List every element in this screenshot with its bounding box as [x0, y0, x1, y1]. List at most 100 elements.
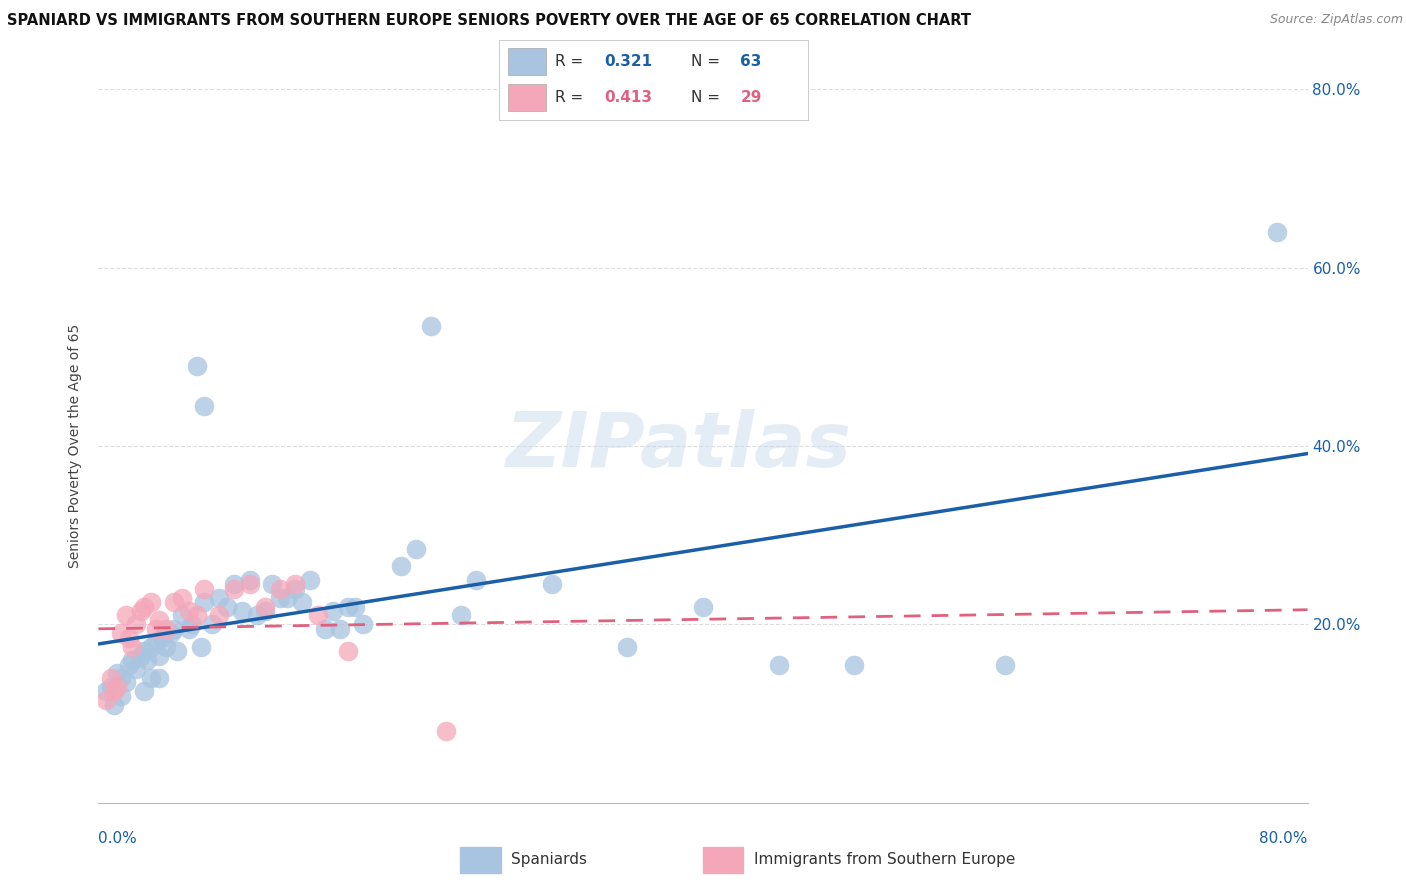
Point — [450, 608, 472, 623]
Point — [329, 622, 352, 636]
Point — [239, 573, 262, 587]
Point — [114, 608, 136, 623]
Point — [179, 604, 201, 618]
Point — [141, 640, 163, 654]
Point — [118, 631, 141, 645]
Point — [186, 608, 208, 623]
Point — [420, 318, 443, 333]
Point — [269, 591, 291, 605]
Point — [129, 604, 152, 618]
Point — [768, 657, 790, 672]
Point — [148, 613, 170, 627]
Point — [352, 617, 374, 632]
Point — [103, 698, 125, 712]
Point — [465, 573, 488, 587]
Bar — [703, 847, 744, 873]
Point — [224, 577, 246, 591]
Point — [193, 595, 215, 609]
Point — [141, 671, 163, 685]
Point — [179, 622, 201, 636]
Point — [284, 582, 307, 596]
Point — [253, 599, 276, 614]
Point — [299, 573, 322, 587]
Text: 29: 29 — [741, 90, 762, 105]
Text: SPANIARD VS IMMIGRANTS FROM SOUTHERN EUROPE SENIORS POVERTY OVER THE AGE OF 65 C: SPANIARD VS IMMIGRANTS FROM SOUTHERN EUR… — [7, 13, 972, 29]
Text: Source: ZipAtlas.com: Source: ZipAtlas.com — [1270, 13, 1403, 27]
Point — [110, 689, 132, 703]
Point — [132, 644, 155, 658]
Point — [208, 591, 231, 605]
Point — [193, 582, 215, 596]
Point — [291, 595, 314, 609]
Point — [181, 617, 204, 632]
Point — [148, 648, 170, 663]
Point — [224, 582, 246, 596]
Text: 80.0%: 80.0% — [1260, 831, 1308, 847]
Text: N =: N = — [690, 54, 724, 69]
Bar — [460, 847, 501, 873]
Point — [276, 591, 298, 605]
Point — [125, 617, 148, 632]
Text: Immigrants from Southern Europe: Immigrants from Southern Europe — [754, 853, 1015, 867]
Point — [616, 640, 638, 654]
Point — [155, 622, 177, 636]
Point — [145, 635, 167, 649]
Point — [389, 559, 412, 574]
Point — [844, 657, 866, 672]
Point — [100, 671, 122, 685]
Point — [692, 599, 714, 614]
Point — [231, 604, 253, 618]
Point — [114, 675, 136, 690]
Text: 0.413: 0.413 — [605, 90, 652, 105]
Text: 63: 63 — [741, 54, 762, 69]
Point — [163, 622, 186, 636]
Point — [344, 599, 367, 614]
Point — [322, 604, 344, 618]
Point — [148, 671, 170, 685]
Bar — [509, 85, 546, 111]
Point — [105, 680, 128, 694]
Text: N =: N = — [690, 90, 724, 105]
Point — [163, 595, 186, 609]
Point — [125, 662, 148, 676]
Point — [1267, 225, 1289, 239]
Point — [284, 577, 307, 591]
Point — [155, 640, 177, 654]
Point — [110, 671, 132, 685]
Point — [307, 608, 329, 623]
Point — [186, 359, 208, 373]
Point — [121, 653, 143, 667]
Point — [314, 622, 336, 636]
Point — [105, 666, 128, 681]
Text: 0.321: 0.321 — [605, 54, 652, 69]
Text: ZIPatlas: ZIPatlas — [506, 409, 852, 483]
Point — [110, 626, 132, 640]
Point — [405, 541, 427, 556]
Text: R =: R = — [555, 90, 588, 105]
Point — [118, 657, 141, 672]
Point — [434, 724, 457, 739]
Point — [170, 591, 193, 605]
Point — [201, 617, 224, 632]
Point — [100, 680, 122, 694]
Point — [135, 653, 157, 667]
Text: Spaniards: Spaniards — [510, 853, 586, 867]
Point — [94, 684, 117, 698]
Y-axis label: Seniors Poverty Over the Age of 65: Seniors Poverty Over the Age of 65 — [69, 324, 83, 568]
Point — [193, 399, 215, 413]
Point — [336, 599, 359, 614]
Bar — [509, 48, 546, 75]
Point — [190, 640, 212, 654]
Text: R =: R = — [555, 54, 588, 69]
Point — [540, 577, 562, 591]
Point — [262, 577, 284, 591]
Text: 0.0%: 0.0% — [98, 831, 138, 847]
Point — [150, 631, 173, 645]
Point — [994, 657, 1017, 672]
Point — [94, 693, 117, 707]
Point — [145, 622, 167, 636]
Point — [166, 644, 188, 658]
Point — [132, 599, 155, 614]
Point — [129, 648, 152, 663]
Point — [239, 577, 262, 591]
